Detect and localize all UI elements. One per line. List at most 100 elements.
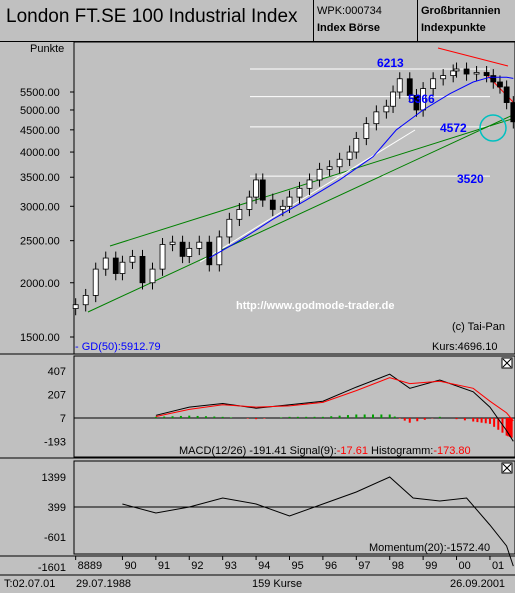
macd-close-icon-b [502,358,512,368]
x-tick-label: 99 [425,560,437,572]
footer-start-date: 29.07.1988 [76,578,132,590]
macd-y-tick-label: 407 [48,366,66,378]
main-y-tick-label: 2500.00 [20,236,60,248]
momentum-legend: Momentum(20):-1572.40 [369,542,490,554]
candle-body [363,123,370,139]
macd-y-tick-label: -193 [44,437,66,449]
macd-legend-prefix: MACD(12/26) -191.41 Signal(9): [179,445,337,457]
x-tick-label: 90 [124,560,136,572]
candle-body [196,241,203,249]
candle-body [296,187,303,198]
candle-body [279,205,286,210]
macd-y-tick-label: 207 [48,390,66,402]
macd-legend: MACD(12/26) -191.41 Signal(9):-17.61 His… [179,445,471,457]
candle-body [413,95,420,111]
main-y-tick-label: 2000.00 [20,278,60,290]
candle-body [353,138,360,153]
header: London FT.SE 100 Industrial Index WPK:00… [0,0,515,42]
trend-line-upper-green [109,117,515,247]
ma-legend: - GD(50):5912.79 [75,341,161,353]
candle-body [473,72,480,75]
candle-body [430,78,437,90]
wpk-box: WPK:000734 Index Börse [314,0,418,42]
candle-body [149,268,156,284]
candle-body [112,257,119,274]
candle-body [269,199,276,210]
exchange-label: Index Börse [317,22,380,34]
moving-average-line [209,76,514,259]
momentum-y-tick-label: -601 [44,532,66,544]
main-y-tick-label: 1500.00 [20,332,60,344]
highlight-circle [479,114,507,142]
macd-panel-frame [73,355,515,458]
candle-body [102,257,109,270]
candle-body [253,179,259,198]
last-price-label: Kurs:4696.10 [432,341,497,353]
candle-body [510,102,515,123]
footer-timestamp: T:02.07.01 [4,578,56,590]
momentum-close-icon-b [502,463,512,473]
candle-body [336,158,343,168]
candle-body [159,244,166,270]
x-tick-label: 94 [258,560,270,572]
candle-body [119,261,126,274]
macd-line [155,373,514,442]
x-tick-label: 98 [392,560,404,572]
macd-signal-value: -17.61 [337,445,368,457]
macd-hist-prefix: Histogramm: [368,445,433,457]
candle-body [206,241,213,266]
watermark-url: http://www.godmode-trader.de [236,300,394,312]
momentum-y-tick-label: -1601 [38,562,66,574]
candle-body [483,72,490,76]
candle-body [396,78,403,93]
x-tick-label: 00 [459,560,471,572]
annotation-6213: 6213 [377,56,404,70]
wpk-number: WPK:000734 [317,5,382,17]
candle-body [490,75,497,83]
unit-label: Indexpunkte [421,22,486,34]
candle-body [326,166,333,170]
candle-body [440,75,447,80]
candle-body [169,241,176,245]
candle-body [497,81,503,88]
candle-body [226,218,233,238]
x-axis-ticks: 8889 90 91 92 93 94 95 96 97 98 99 00 01 [75,556,504,572]
footer-count: 159 Kurse [252,578,303,590]
candle-body [346,151,353,160]
level-lines [250,68,490,177]
candle-body [92,268,99,296]
main-y-tick-label: 4000.00 [20,147,60,159]
x-tick-label: 8889 [78,560,102,572]
main-y-tick-label: 3500.00 [20,172,60,184]
main-y-tick-label: 4500.00 [20,125,60,137]
y-axis-title: Punkte [30,43,64,55]
x-tick-label: 92 [191,560,203,572]
candle-body [286,196,293,207]
x-tick-label: 97 [358,560,370,572]
chart-title: London FT.SE 100 Industrial Index [6,6,298,27]
price-candles [72,62,515,316]
candle-body [463,68,470,75]
main-y-tick-label: 5500.00 [20,87,60,99]
x-tick-label: 96 [325,560,337,572]
candle-body [450,70,457,76]
candle-body [82,295,89,306]
x-tick-label: 95 [291,560,303,572]
annotation-5366: 5366 [408,92,435,106]
main-y-tick-label: 5000.00 [20,105,60,117]
x-tick-label: 01 [492,560,504,572]
momentum-y-ticks: 1399 399 -601 -1601 [38,472,66,574]
candle-body [139,255,146,284]
momentum-y-tick-label: 1399 [42,472,66,484]
candle-body [236,209,243,220]
macd-y-tick-label: 7 [60,413,66,425]
annotation-3520: 3520 [457,172,484,186]
candle-body [179,241,186,257]
macd-histogram [154,414,513,438]
candle-body [186,247,193,257]
macd-y-ticks: 407 207 7 -193 [44,366,66,449]
trend-line-lower-green-2 [199,129,416,263]
candle-body [316,168,323,181]
x-tick-label: 93 [225,560,237,572]
